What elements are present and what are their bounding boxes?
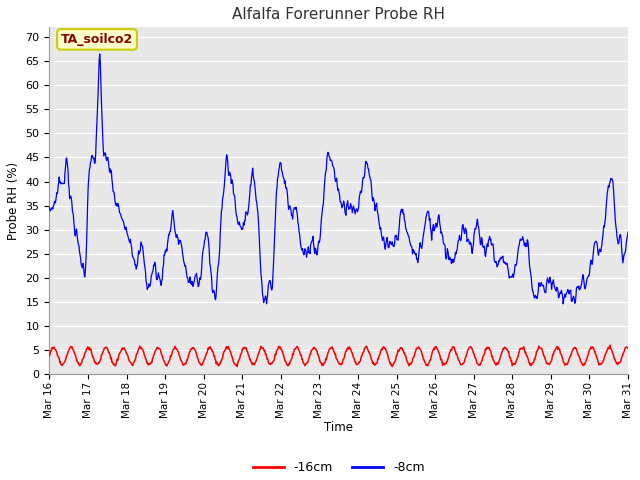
Title: Alfalfa Forerunner Probe RH: Alfalfa Forerunner Probe RH <box>232 7 445 22</box>
Y-axis label: Probe RH (%): Probe RH (%) <box>7 162 20 240</box>
Legend: -16cm, -8cm: -16cm, -8cm <box>248 456 430 479</box>
Text: TA_soilco2: TA_soilco2 <box>61 33 133 46</box>
X-axis label: Time: Time <box>324 421 353 434</box>
